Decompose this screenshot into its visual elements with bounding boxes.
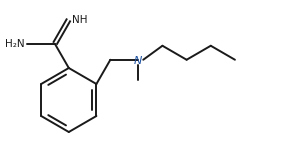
Text: NH: NH bbox=[72, 14, 87, 24]
Text: N: N bbox=[134, 56, 143, 66]
Text: H₂N: H₂N bbox=[5, 39, 25, 49]
